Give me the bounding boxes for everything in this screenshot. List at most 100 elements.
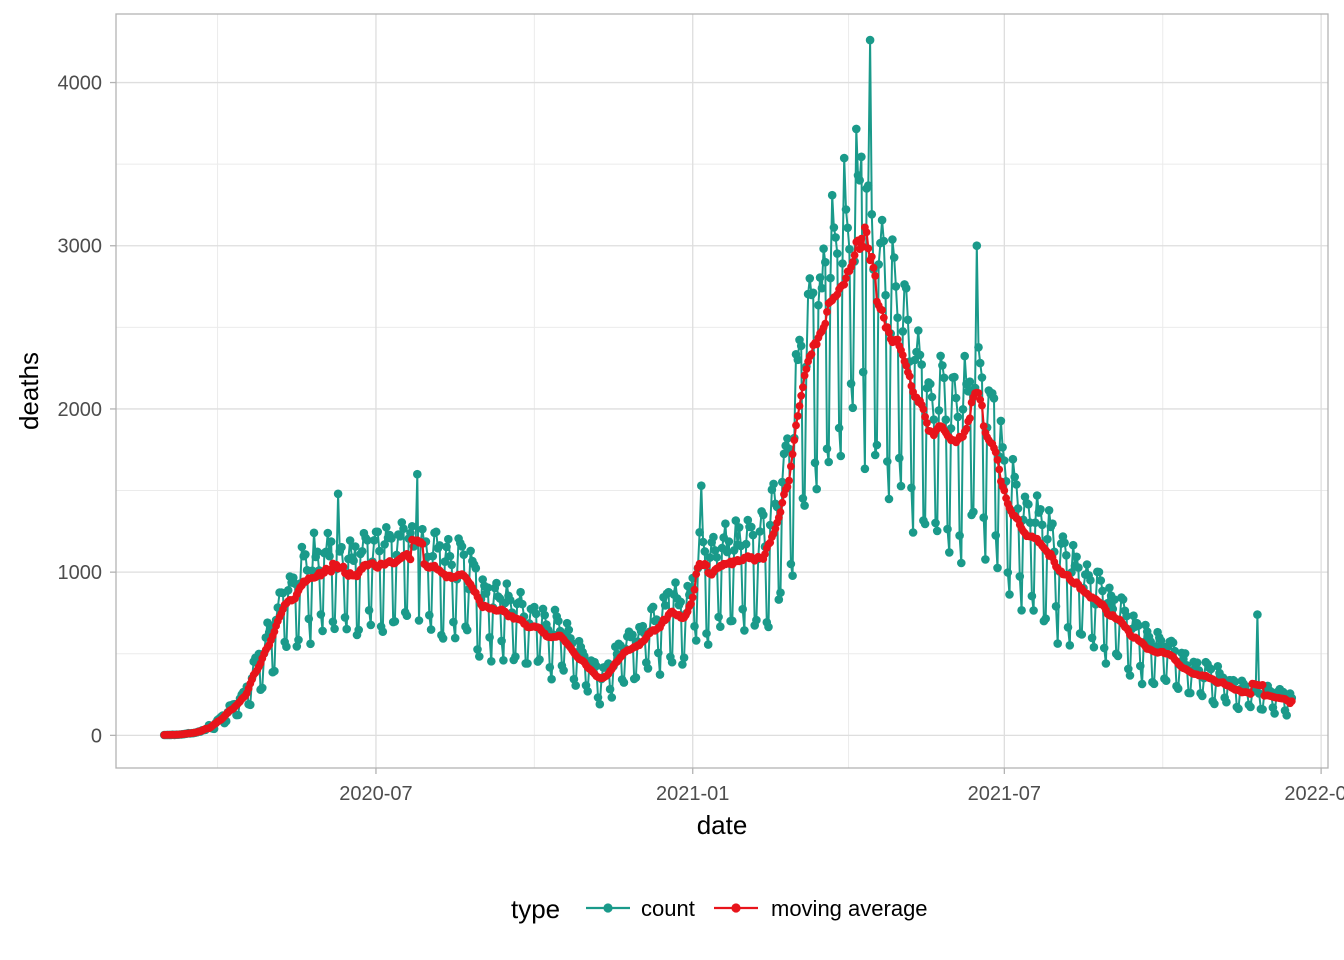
series-count-points xyxy=(159,35,1297,740)
count-point xyxy=(926,379,935,389)
moving-average-point xyxy=(687,600,695,608)
count-point xyxy=(1110,595,1119,604)
count-point xyxy=(846,379,856,389)
count-point xyxy=(741,539,751,549)
moving-average-line xyxy=(164,226,1293,737)
count-point xyxy=(931,518,940,528)
count-point xyxy=(979,513,988,522)
count-point xyxy=(1036,505,1045,514)
count-point xyxy=(1141,620,1150,630)
count-point xyxy=(638,621,648,631)
count-point xyxy=(333,489,343,499)
count-point xyxy=(466,546,475,556)
count-point xyxy=(788,571,797,580)
count-point xyxy=(864,181,873,190)
count-point xyxy=(1101,659,1111,668)
count-point xyxy=(998,443,1007,452)
count-point xyxy=(325,551,334,561)
y-tick-label: 1000 xyxy=(58,562,103,584)
count-point xyxy=(531,609,541,619)
count-point xyxy=(798,494,808,503)
moving-average-point xyxy=(962,424,971,433)
count-point xyxy=(550,605,560,615)
count-point xyxy=(834,423,844,433)
count-point xyxy=(958,405,968,414)
count-point xyxy=(1124,664,1133,674)
count-point xyxy=(282,642,291,651)
moving-average-point xyxy=(339,562,348,571)
count-point xyxy=(951,393,961,403)
count-point xyxy=(1065,641,1075,650)
count-point xyxy=(690,622,699,631)
count-point xyxy=(941,415,951,425)
count-point xyxy=(800,501,809,510)
count-point xyxy=(879,236,889,246)
count-point xyxy=(1086,575,1095,585)
count-point xyxy=(965,377,975,387)
count-point xyxy=(1125,671,1135,680)
count-point xyxy=(667,657,677,667)
count-point xyxy=(808,288,818,298)
count-point xyxy=(1137,679,1147,689)
moving-average-point xyxy=(974,389,983,397)
count-point xyxy=(246,700,255,710)
count-point xyxy=(366,620,376,630)
count-point xyxy=(619,678,629,687)
count-point xyxy=(654,648,663,658)
series-moving-average-points xyxy=(160,223,1296,739)
count-point xyxy=(833,249,842,258)
moving-average-point xyxy=(1246,690,1255,698)
count-point xyxy=(917,360,926,369)
count-point xyxy=(950,372,959,382)
count-point xyxy=(428,551,438,561)
count-point xyxy=(294,635,303,645)
count-point xyxy=(595,699,605,709)
legend-key-moving-average-point xyxy=(731,903,741,913)
count-point xyxy=(499,656,508,665)
moving-average-point xyxy=(792,421,800,430)
count-point xyxy=(1118,595,1128,604)
count-point xyxy=(1003,568,1013,577)
count-point xyxy=(932,526,942,536)
moving-average-point xyxy=(885,328,893,337)
count-point xyxy=(475,652,484,661)
moving-average-point xyxy=(802,365,811,373)
count-point xyxy=(564,625,574,635)
count-point xyxy=(1113,651,1123,661)
count-point xyxy=(1074,563,1083,572)
count-point xyxy=(399,524,408,533)
count-point xyxy=(459,550,469,559)
count-point xyxy=(939,373,949,383)
moving-average-point xyxy=(898,351,907,359)
count-point xyxy=(1087,633,1097,643)
count-point xyxy=(1258,705,1267,714)
count-point xyxy=(1012,480,1021,489)
y-tick-label: 2000 xyxy=(58,399,103,421)
count-point xyxy=(426,625,436,634)
count-point xyxy=(1010,472,1019,482)
count-point xyxy=(1051,602,1061,611)
x-tick-label: 2020-07 xyxy=(339,783,412,805)
count-point xyxy=(1270,709,1279,718)
count-point xyxy=(872,440,882,450)
moving-average-point xyxy=(907,382,916,390)
count-point xyxy=(233,710,243,720)
count-point xyxy=(955,531,964,540)
count-point xyxy=(1246,702,1255,712)
count-point xyxy=(691,636,701,645)
count-point xyxy=(678,660,687,669)
count-point xyxy=(1098,586,1107,596)
count-point xyxy=(981,555,990,564)
moving-average-point xyxy=(923,419,931,427)
count-point xyxy=(817,283,827,293)
count-point xyxy=(901,283,911,293)
count-point xyxy=(676,597,685,607)
count-point xyxy=(382,523,391,532)
moving-average-point xyxy=(1258,681,1267,689)
count-point xyxy=(815,273,825,282)
count-point xyxy=(431,527,441,537)
moving-average-point xyxy=(823,308,831,316)
count-point xyxy=(786,559,796,569)
